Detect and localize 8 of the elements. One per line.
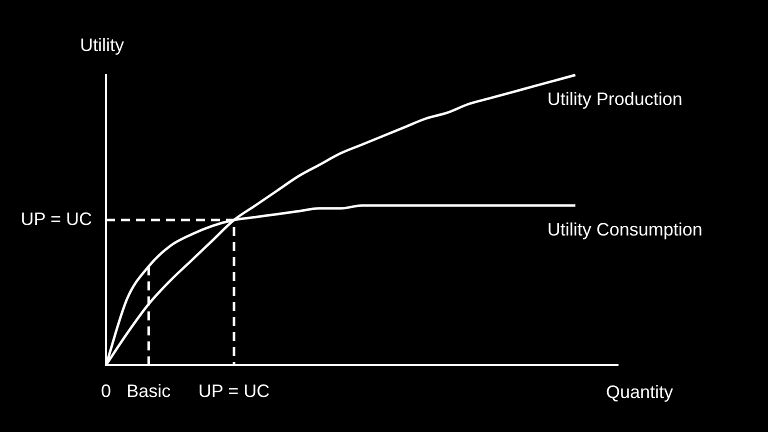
- x-tick-label: UP = UC: [198, 380, 270, 401]
- x-tick-label: 0: [100, 380, 112, 401]
- series-label: Utility Consumption: [547, 219, 702, 240]
- series-label: Utility Production: [547, 88, 682, 109]
- y-axis-title: Utility: [80, 34, 124, 55]
- annotation: UP = UC: [20, 208, 92, 229]
- x-axis-title: Quantity: [606, 382, 673, 402]
- x-tick-label: Basic: [126, 380, 171, 401]
